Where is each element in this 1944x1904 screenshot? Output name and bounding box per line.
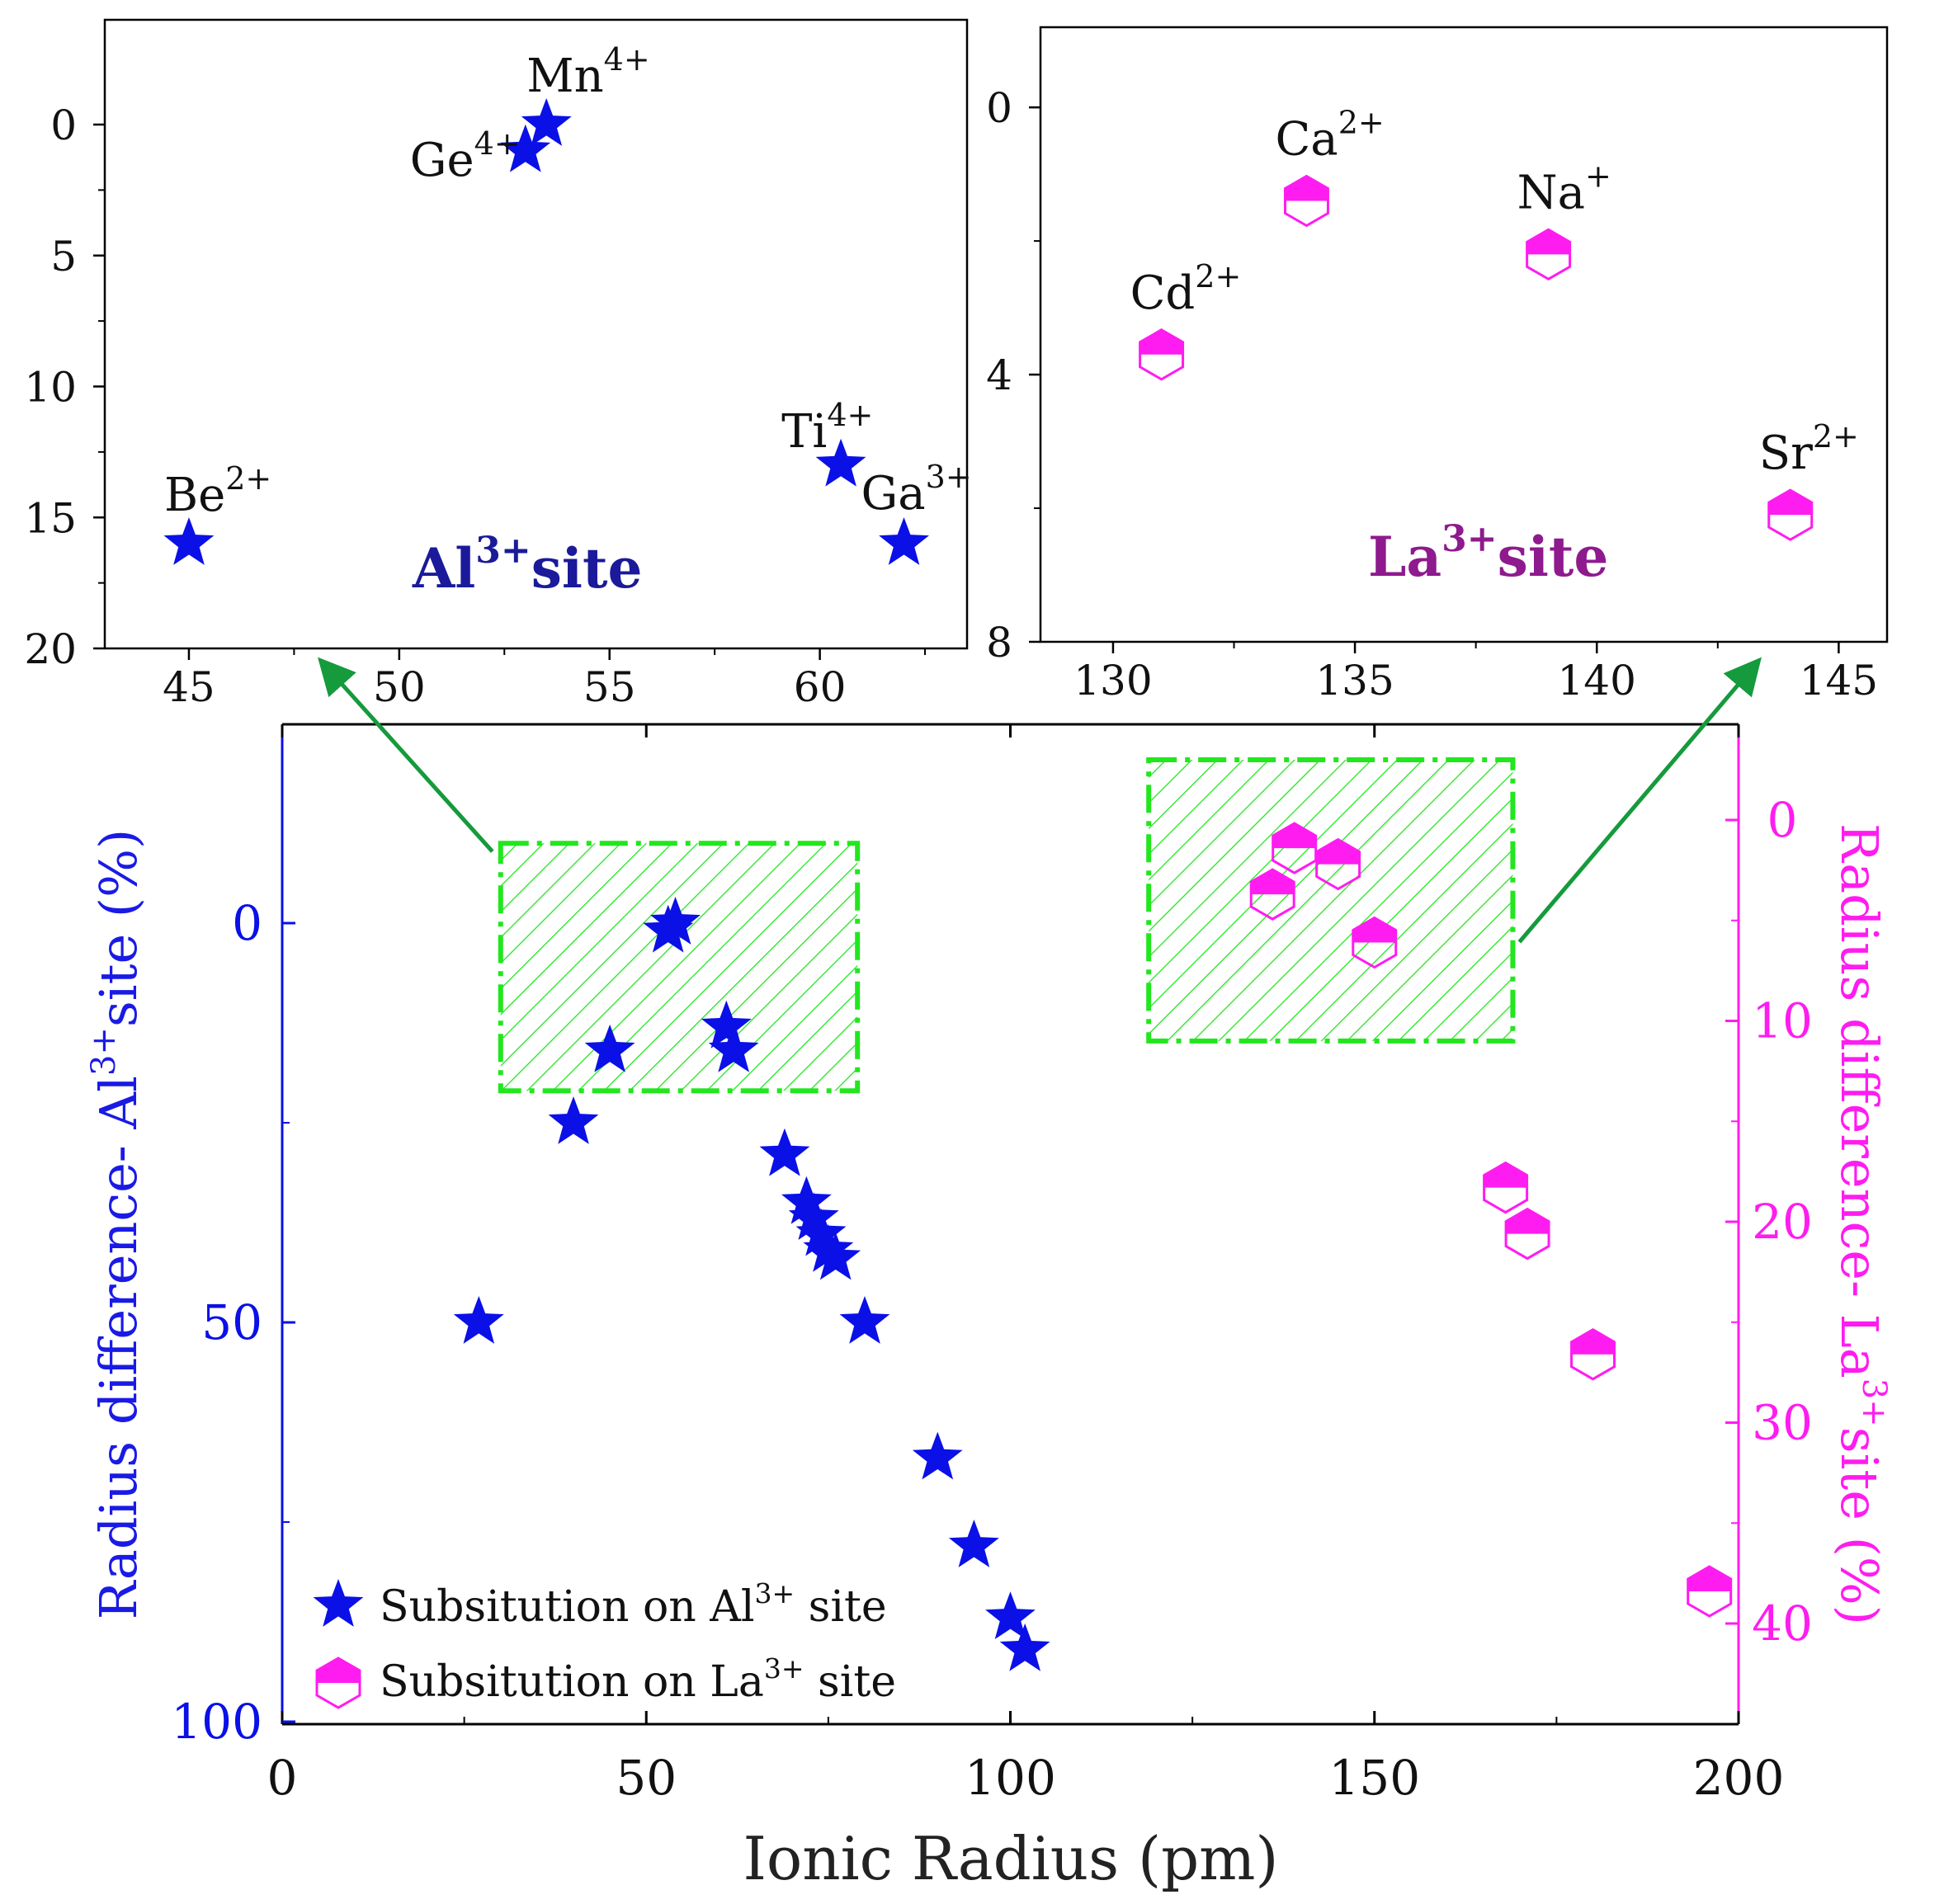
- left-y-tick-label: 0: [232, 895, 262, 951]
- la-hex-point: [1506, 1209, 1549, 1259]
- right-y-tick-label: 30: [1752, 1395, 1813, 1451]
- x-tick-label: 50: [616, 1750, 677, 1806]
- inset-al-points: Be2+ Ge4+Mn4+ Ti4+Ga3+: [164, 41, 972, 565]
- legend-star-icon: [314, 1579, 364, 1627]
- inset-al-ion-label: Ti4+: [781, 397, 873, 459]
- inset-al-x-tick-label: 50: [373, 663, 426, 711]
- figure: 45 50 55 60 0 5 10 15 20 Be2+ Ge4+Mn4+ Ti4+Ga3+ A…: [0, 0, 1944, 1904]
- inset-la-hex-point: [1527, 229, 1570, 279]
- inset-al-star-point: [164, 517, 215, 565]
- inset-al-y-tick-label: 5: [50, 233, 77, 280]
- right-y-tick-label: 20: [1752, 1194, 1813, 1250]
- inset-la-y-tick-label: 4: [986, 351, 1012, 399]
- legend-markers: [314, 1579, 364, 1708]
- inset-al-x-tick-label: 45: [163, 663, 215, 711]
- inset-la-y-tick-label: 8: [986, 619, 1012, 667]
- inset-la-ion-label: Sr2+: [1759, 418, 1859, 480]
- inset-al-ion-label: Be2+: [164, 460, 271, 522]
- al-star-point: [454, 1296, 504, 1344]
- x-axis-label: Ionic Radius (pm): [743, 1824, 1278, 1893]
- inset-al-star-point: [879, 517, 929, 565]
- inset-al-panel: 45 50 55 60 0 5 10 15 20 Be2+ Ge4+Mn4+ Ti4+Ga3+ A…: [24, 20, 971, 711]
- inset-al-ion-label: Ga3+: [861, 459, 972, 521]
- inset-al-y-tick-label: 10: [24, 364, 77, 412]
- al-star-point: [549, 1096, 599, 1144]
- inset-la-hex-point: [1769, 490, 1812, 540]
- right-y-axis-label: Radius difference- La3+site (%): [1829, 823, 1893, 1625]
- legend-al-label: Subsitution on Al3+ site: [380, 1577, 887, 1632]
- la-hex-point: [1572, 1330, 1615, 1379]
- legend-la-label: Subsitution on La3+ site: [380, 1652, 896, 1707]
- al-star-point: [840, 1296, 890, 1344]
- inset-la-ion-label: Na+: [1517, 158, 1611, 219]
- x-tick-label: 0: [267, 1750, 298, 1806]
- inset-al-y-tick-label: 15: [24, 494, 77, 542]
- la-hex-point: [1484, 1163, 1527, 1213]
- al-star-point: [949, 1520, 999, 1567]
- inset-la-hex-point: [1140, 330, 1183, 379]
- inset-al-y-tick-label: 20: [24, 625, 77, 673]
- inset-al-ion-label: Mn4+: [526, 41, 649, 103]
- inset-la-y-tick-label: 0: [986, 84, 1012, 132]
- inset-al-x-tick-label: 60: [794, 663, 847, 711]
- al-zoom-box: [501, 843, 857, 1091]
- x-tick-label: 100: [965, 1750, 1056, 1806]
- inset-al-title: Al3+site: [412, 530, 642, 601]
- la-hex-point: [1688, 1567, 1731, 1616]
- inset-al-y-tick-label: 0: [50, 101, 77, 149]
- main-panel: 0 50 100 150 200 0 50 100 0 10 20 30 40 Ionic Radi…: [85, 724, 1893, 1893]
- al-star-point: [760, 1129, 810, 1176]
- inset-la-title: La3+site: [1368, 518, 1608, 589]
- inset-la-x-tick-label: 130: [1073, 657, 1152, 705]
- la-zoom-box: [1149, 760, 1512, 1041]
- main-left-y-axis: 0 50 100: [171, 895, 295, 1750]
- arrow-to-la-inset: [1519, 660, 1759, 942]
- inset-la-panel: 130 135 140 145 0 4 8 Cd2+ Ca2+ Na+ Sr2+ La3+sit…: [986, 27, 1887, 705]
- inset-al-y-axis: 0 5 10 15 20: [24, 101, 105, 673]
- legend: Subsitution on Al3+ site Subsitution on …: [314, 1577, 896, 1708]
- x-tick-label: 150: [1328, 1750, 1420, 1806]
- right-y-tick-label: 10: [1752, 993, 1813, 1049]
- inset-la-points: Cd2+ Ca2+ Na+ Sr2+: [1130, 105, 1859, 540]
- left-y-axis-label: Radius difference- Al3+site (%): [85, 829, 149, 1619]
- inset-al-x-axis: 45 50 55 60: [163, 648, 925, 711]
- inset-la-ion-label: Cd2+: [1130, 258, 1242, 320]
- main-right-y-axis: 0 10 20 30 40: [1725, 792, 1813, 1652]
- right-y-tick-label: 0: [1767, 792, 1798, 848]
- inset-al-x-tick-label: 55: [583, 663, 636, 711]
- inset-la-y-axis: 0 4 8: [986, 84, 1040, 667]
- legend-hex-icon: [317, 1658, 360, 1708]
- inset-al-ion-label: Ge4+: [410, 125, 521, 187]
- al-star-point: [913, 1432, 963, 1480]
- right-y-tick-label: 40: [1752, 1595, 1813, 1652]
- x-tick-label: 200: [1693, 1750, 1785, 1806]
- inset-la-hex-point: [1285, 177, 1328, 226]
- inset-la-ion-label: Ca2+: [1275, 105, 1384, 167]
- inset-la-x-axis: 130 135 140 145: [1073, 642, 1878, 705]
- inset-la-x-tick-label: 135: [1315, 657, 1394, 705]
- left-y-tick-label: 100: [171, 1694, 262, 1750]
- inset-la-x-tick-label: 140: [1558, 657, 1636, 705]
- inset-la-x-tick-label: 145: [1800, 657, 1878, 705]
- left-y-tick-label: 50: [201, 1294, 262, 1350]
